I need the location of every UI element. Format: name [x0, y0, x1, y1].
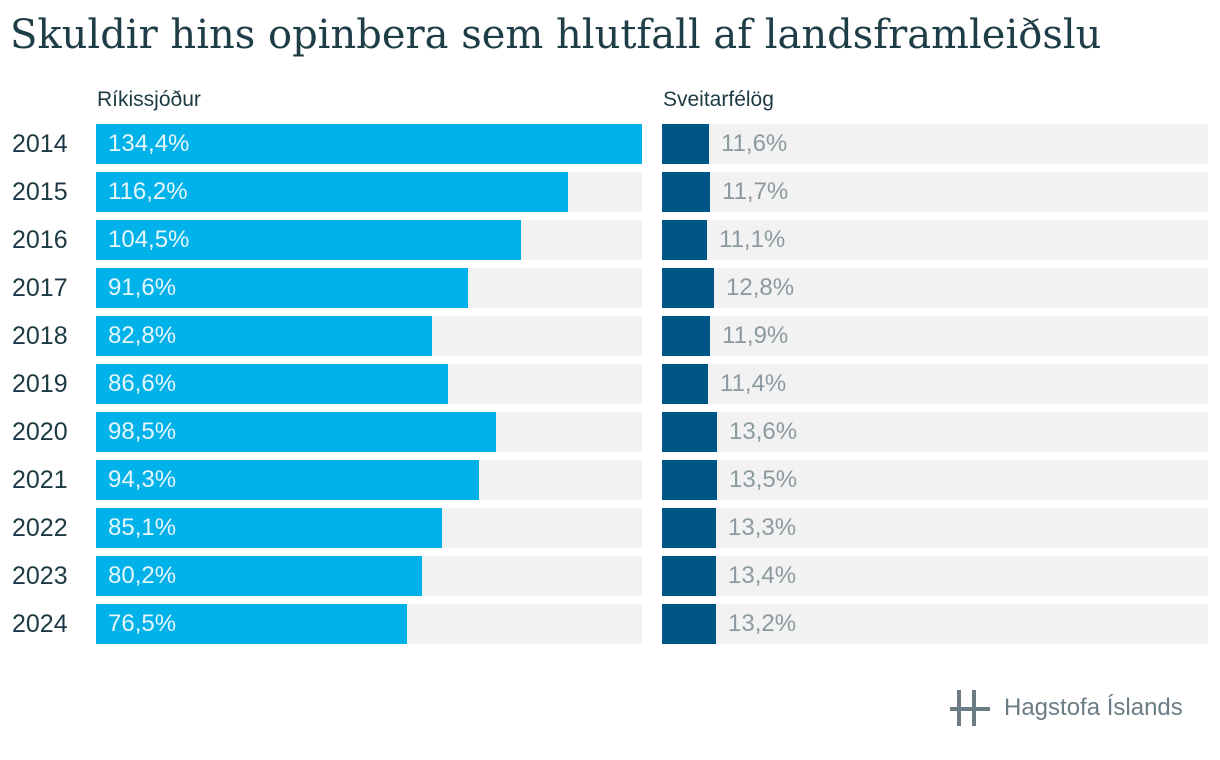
year-label: 2017 — [12, 274, 68, 302]
state-bar-track: 85,1% — [96, 508, 642, 548]
year-label: 2015 — [12, 178, 68, 206]
hagstofa-logo: Hagstofa Íslands — [950, 686, 1183, 730]
state-column-header: Ríkissjóður — [97, 88, 201, 111]
municipal-bar — [662, 364, 708, 404]
municipal-bar — [662, 508, 716, 548]
brand-name: Hagstofa Íslands — [1004, 694, 1183, 721]
state-bar-track: 94,3% — [96, 460, 642, 500]
state-bar — [96, 220, 521, 260]
municipal-bar-track: 11,1% — [662, 220, 1208, 260]
year-label: 2021 — [12, 466, 68, 494]
state-bar — [96, 124, 642, 164]
state-value-label: 91,6% — [108, 274, 177, 301]
municipal-bar — [662, 556, 716, 596]
municipal-bar-track: 11,9% — [662, 316, 1208, 356]
state-bar-track: 104,5% — [96, 220, 642, 260]
state-bar — [96, 364, 448, 404]
municipal-value-label: 13,6% — [729, 418, 798, 445]
state-value-label: 80,2% — [108, 562, 177, 589]
year-label: 2016 — [12, 226, 68, 254]
municipal-bar — [662, 316, 710, 356]
municipal-bar-track: 11,7% — [662, 172, 1208, 212]
state-value-label: 85,1% — [108, 514, 177, 541]
municipal-value-label: 11,9% — [722, 322, 789, 349]
state-value-label: 98,5% — [108, 418, 177, 445]
state-bar-track: 98,5% — [96, 412, 642, 452]
state-value-label: 116,2% — [108, 178, 188, 205]
chart-title: Skuldir hins opinbera sem hlutfall af la… — [10, 12, 1102, 58]
municipal-bar-track: 13,6% — [662, 412, 1208, 452]
municipal-value-label: 13,3% — [728, 514, 797, 541]
year-label: 2023 — [12, 562, 68, 590]
year-label: 2024 — [12, 610, 68, 638]
state-bar — [96, 460, 479, 500]
state-bar-track: 116,2% — [96, 172, 642, 212]
year-label: 2019 — [12, 370, 68, 398]
municipal-bar — [662, 460, 717, 500]
municipal-bar-track: 11,4% — [662, 364, 1208, 404]
year-label: 2014 — [12, 130, 68, 158]
municipal-bar — [662, 268, 714, 308]
state-bar-track: 134,4% — [96, 124, 642, 164]
municipal-value-label: 13,4% — [728, 562, 797, 589]
state-bar-track: 91,6% — [96, 268, 642, 308]
state-bar — [96, 508, 442, 548]
municipal-value-label: 13,5% — [729, 466, 798, 493]
state-value-label: 82,8% — [108, 322, 177, 349]
state-value-label: 86,6% — [108, 370, 177, 397]
municipal-value-label: 11,4% — [720, 370, 787, 397]
state-bar-track: 82,8% — [96, 316, 642, 356]
municipal-value-label: 12,8% — [726, 274, 795, 301]
state-bar — [96, 268, 468, 308]
municipal-value-label: 11,7% — [722, 178, 789, 205]
municipal-bar-track: 13,3% — [662, 508, 1208, 548]
municipal-value-label: 11,1% — [719, 226, 786, 253]
municipal-value-label: 13,2% — [728, 610, 797, 637]
municipal-value-label: 11,6% — [721, 130, 788, 157]
state-bar — [96, 604, 407, 644]
state-bar-track: 76,5% — [96, 604, 642, 644]
municipal-bar — [662, 412, 717, 452]
municipal-bar-track: 11,6% — [662, 124, 1208, 164]
state-value-label: 134,4% — [108, 130, 190, 157]
state-bar — [96, 412, 496, 452]
hagstofa-logo-icon — [950, 690, 990, 726]
state-bar — [96, 556, 422, 596]
state-value-label: 94,3% — [108, 466, 177, 493]
municipal-bar — [662, 604, 716, 644]
state-bar-track: 80,2% — [96, 556, 642, 596]
municipal-bar-track: 13,4% — [662, 556, 1208, 596]
municipal-bar — [662, 172, 710, 212]
year-label: 2020 — [12, 418, 68, 446]
municipal-bar-track: 12,8% — [662, 268, 1208, 308]
municipal-bar — [662, 124, 709, 164]
municipal-bar-track: 13,2% — [662, 604, 1208, 644]
municipal-bar-track: 13,5% — [662, 460, 1208, 500]
year-label: 2018 — [12, 322, 68, 350]
state-bar-track: 86,6% — [96, 364, 642, 404]
municipal-bar — [662, 220, 707, 260]
state-value-label: 104,5% — [108, 226, 190, 253]
state-value-label: 76,5% — [108, 610, 177, 637]
state-bar — [96, 172, 568, 212]
year-label: 2022 — [12, 514, 68, 542]
state-bar — [96, 316, 432, 356]
municipal-column-header: Sveitarfélög — [663, 88, 774, 111]
